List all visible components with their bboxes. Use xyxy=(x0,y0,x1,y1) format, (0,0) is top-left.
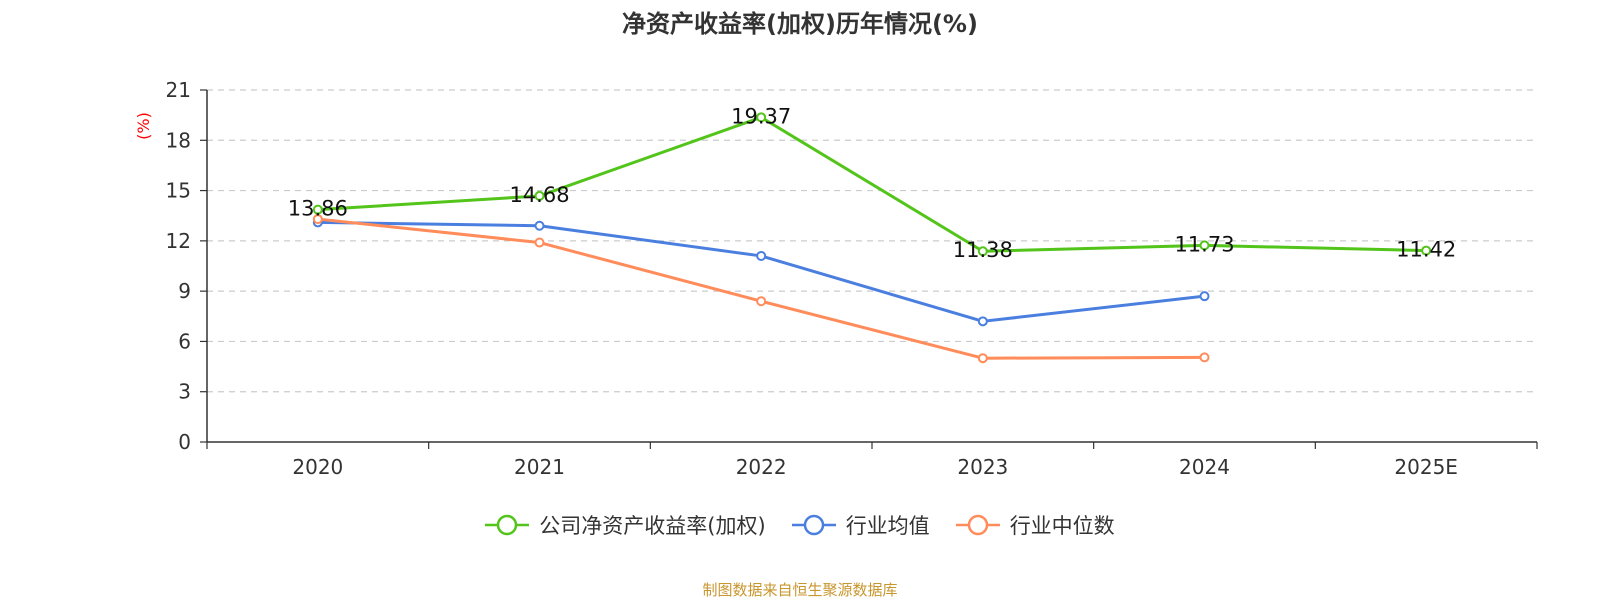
series-lines xyxy=(312,112,1432,364)
legend-marker-icon xyxy=(791,514,836,536)
legend-marker-icon xyxy=(485,514,530,536)
data-point xyxy=(756,296,767,307)
legend: 公司净资产收益率(加权) 行业均值 行业中位数 xyxy=(0,510,1600,540)
y-tick-label: 9 xyxy=(178,279,191,303)
data-point xyxy=(1199,291,1210,302)
legend-label: 公司净资产收益率(加权) xyxy=(539,514,766,538)
legend-marker-icon xyxy=(955,514,1000,536)
legend-circle xyxy=(497,514,518,536)
y-tick-label: 21 xyxy=(166,78,191,102)
data-label: 19.37 xyxy=(731,104,791,128)
data-point xyxy=(977,353,988,364)
chart-title: 净资产收益率(加权)历年情况(%) xyxy=(622,10,978,38)
data-point xyxy=(756,112,767,123)
data-label: 14.68 xyxy=(509,183,569,207)
data-point xyxy=(534,220,545,231)
data-label: 11.42 xyxy=(1396,238,1456,262)
data-labels: 13.86 14.68 19.37 11.38 11.73 11.42 xyxy=(288,104,1456,262)
data-label: 13.86 xyxy=(288,197,348,221)
data-point xyxy=(534,190,545,201)
y-tick-label: 3 xyxy=(178,380,191,404)
x-tick-label: 2022 xyxy=(736,455,787,479)
grid-lines xyxy=(207,89,1537,393)
legend-circle xyxy=(803,514,824,536)
y-tick-label: 18 xyxy=(166,128,191,152)
y-tick-label: 15 xyxy=(166,179,191,203)
data-point xyxy=(977,316,988,327)
x-tick-label: 2024 xyxy=(1179,455,1230,479)
x-tick-label: 2021 xyxy=(514,455,565,479)
data-point xyxy=(977,246,988,257)
line-chart: 0 3 6 9 12 15 18 21 2020 2021 2022 2023 2024 2025E (%)… xyxy=(134,78,1538,479)
y-tick-label: 12 xyxy=(166,229,191,253)
axes: 0 3 6 9 12 15 18 21 2020 2021 2022 2023 2024 2025E (%) xyxy=(134,78,1538,479)
y-tick-label: 0 xyxy=(178,430,191,454)
series-line xyxy=(317,220,1205,323)
series-line xyxy=(317,115,1427,253)
data-point xyxy=(312,214,323,225)
data-point xyxy=(534,237,545,248)
legend-item[interactable]: 行业中位数 xyxy=(955,510,1115,540)
legend-label: 行业中位数 xyxy=(1009,514,1115,538)
data-label: 11.73 xyxy=(1174,232,1234,256)
data-point xyxy=(756,250,767,261)
data-point xyxy=(1421,245,1432,256)
series-line xyxy=(317,217,1205,360)
x-tick-label: 2025E xyxy=(1394,455,1458,479)
y-tick-label: 6 xyxy=(178,329,191,353)
legend-circle xyxy=(967,514,988,536)
data-point xyxy=(312,204,323,215)
legend-item[interactable]: 行业均值 xyxy=(791,510,930,540)
legend-label: 行业均值 xyxy=(845,514,930,538)
data-label: 11.38 xyxy=(953,238,1013,262)
y-axis-title: (%) xyxy=(134,112,153,140)
data-point xyxy=(1199,240,1210,251)
x-tick-label: 2020 xyxy=(292,455,343,479)
data-point xyxy=(1199,352,1210,363)
x-tick-label: 2023 xyxy=(957,455,1008,479)
source-note: 制图数据来自恒生聚源数据库 xyxy=(702,581,898,599)
legend-item[interactable]: 公司净资产收益率(加权) xyxy=(485,510,766,540)
